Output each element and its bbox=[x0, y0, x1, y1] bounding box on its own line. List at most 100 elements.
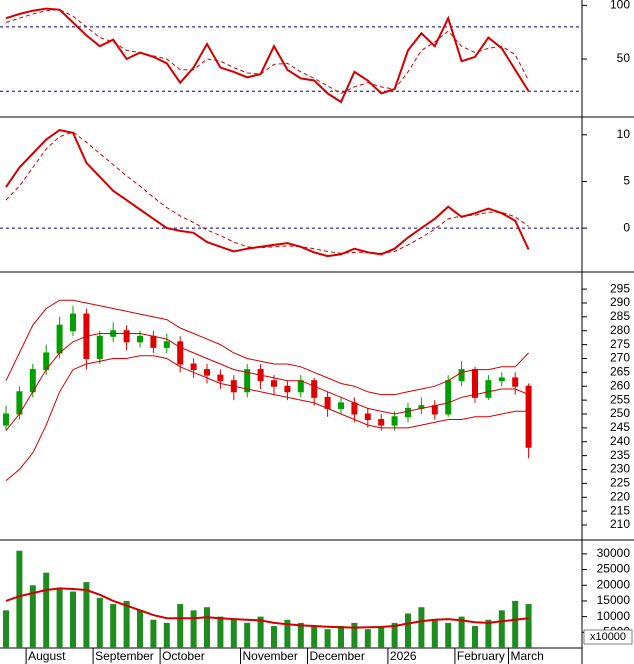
candle-body bbox=[445, 380, 452, 415]
y-tick-label: 225 bbox=[610, 476, 630, 490]
candle-body bbox=[324, 396, 331, 409]
y-tick-label: 270 bbox=[610, 351, 630, 365]
volume-bar bbox=[56, 588, 63, 648]
y-tick-label: 10000 bbox=[597, 609, 631, 623]
volume-bar bbox=[311, 626, 318, 648]
volume-bar bbox=[431, 619, 438, 648]
volume-bar bbox=[137, 610, 143, 648]
volume-bar bbox=[3, 610, 9, 648]
y-tick-label: 100 bbox=[610, 0, 630, 12]
y-tick-label: 15000 bbox=[597, 593, 631, 607]
x-tick-label: October bbox=[162, 649, 205, 663]
y-tick-label: 30000 bbox=[597, 546, 631, 560]
candle-body bbox=[56, 324, 63, 354]
y-tick-label: 215 bbox=[610, 503, 630, 517]
x-tick-label: November bbox=[243, 649, 298, 663]
candle-body bbox=[3, 413, 9, 426]
x-tick-label: 2026 bbox=[390, 649, 417, 663]
y-tick-label: 290 bbox=[610, 295, 630, 309]
volume-bar bbox=[230, 619, 237, 648]
volume-bar bbox=[150, 619, 157, 648]
indicator-line bbox=[5, 299, 529, 396]
candle-body bbox=[512, 377, 519, 387]
volume-bar bbox=[271, 626, 277, 648]
volume-bar bbox=[458, 616, 465, 648]
y-tick-label: 260 bbox=[610, 378, 630, 392]
candle-body bbox=[96, 335, 103, 359]
volume-bar bbox=[485, 619, 492, 648]
candle-body bbox=[297, 380, 304, 393]
indicator-line bbox=[5, 7, 530, 104]
volume-bar bbox=[498, 610, 505, 648]
volume-bar bbox=[512, 600, 519, 648]
volume-bar bbox=[391, 622, 398, 648]
candle-body bbox=[123, 330, 130, 343]
y-tick-label: 50 bbox=[617, 51, 631, 65]
volume-bar bbox=[338, 626, 344, 648]
candle-body bbox=[351, 402, 358, 415]
axis-note-box bbox=[583, 629, 633, 645]
indicator-line bbox=[5, 129, 530, 258]
y-tick-label: 275 bbox=[610, 337, 630, 351]
candle-body bbox=[364, 413, 371, 421]
candle-body bbox=[70, 313, 76, 332]
candle-body bbox=[472, 369, 478, 398]
volume-bar bbox=[123, 600, 130, 648]
y-tick-label: 240 bbox=[610, 434, 630, 448]
y-tick-label: 210 bbox=[610, 517, 630, 531]
candle-body bbox=[271, 380, 277, 387]
candle-body bbox=[217, 374, 224, 382]
volume-bar bbox=[244, 622, 251, 648]
volume-bar bbox=[351, 622, 358, 648]
volume-bar bbox=[70, 591, 76, 648]
candle-body bbox=[431, 405, 438, 415]
volume-bar bbox=[217, 616, 224, 648]
volume-bar bbox=[472, 626, 478, 648]
volume-bar bbox=[29, 585, 36, 648]
y-tick-label: 250 bbox=[610, 406, 630, 420]
candle-body bbox=[150, 335, 157, 348]
y-tick-label: 10 bbox=[617, 127, 631, 141]
volume-bar bbox=[284, 619, 291, 648]
candle-body bbox=[163, 341, 170, 348]
volume-bar bbox=[364, 629, 371, 648]
candle-body bbox=[405, 407, 411, 418]
candle-body bbox=[311, 380, 318, 398]
y-tick-label: 255 bbox=[610, 392, 630, 406]
y-tick-label: 295 bbox=[610, 281, 630, 295]
y-tick-label: 5 bbox=[623, 174, 630, 188]
indicator-line bbox=[5, 355, 529, 481]
y-tick-label: 230 bbox=[610, 462, 630, 476]
indicator-line bbox=[5, 9, 530, 94]
candle-body bbox=[137, 335, 143, 343]
volume-bar bbox=[445, 622, 452, 648]
x-tick-label: February bbox=[457, 649, 505, 663]
y-tick-label: 245 bbox=[610, 420, 630, 434]
volume-bar bbox=[110, 604, 117, 648]
candle-body bbox=[284, 385, 291, 393]
volume-bar bbox=[96, 597, 103, 648]
candle-body bbox=[458, 369, 465, 382]
y-tick-label: 0 bbox=[623, 220, 630, 234]
y-tick-label: 280 bbox=[610, 323, 630, 337]
candle-body bbox=[485, 380, 492, 398]
volume-bar bbox=[163, 622, 170, 648]
candle-body bbox=[244, 369, 251, 393]
y-tick-label: 265 bbox=[610, 365, 630, 379]
volume-bar bbox=[378, 626, 385, 648]
x-tick-label: August bbox=[28, 649, 66, 663]
volume-bar bbox=[190, 610, 197, 648]
volume-bar bbox=[16, 550, 23, 648]
x-tick-label: March bbox=[511, 649, 544, 663]
volume-bar bbox=[418, 607, 425, 648]
indicator-line bbox=[5, 587, 529, 629]
y-tick-label: 285 bbox=[610, 309, 630, 323]
candle-body bbox=[378, 419, 385, 426]
y-tick-label: 235 bbox=[610, 448, 630, 462]
candle-body bbox=[204, 369, 210, 376]
candle-body bbox=[498, 377, 505, 382]
candle-body bbox=[338, 402, 344, 409]
candle-body bbox=[391, 416, 398, 426]
